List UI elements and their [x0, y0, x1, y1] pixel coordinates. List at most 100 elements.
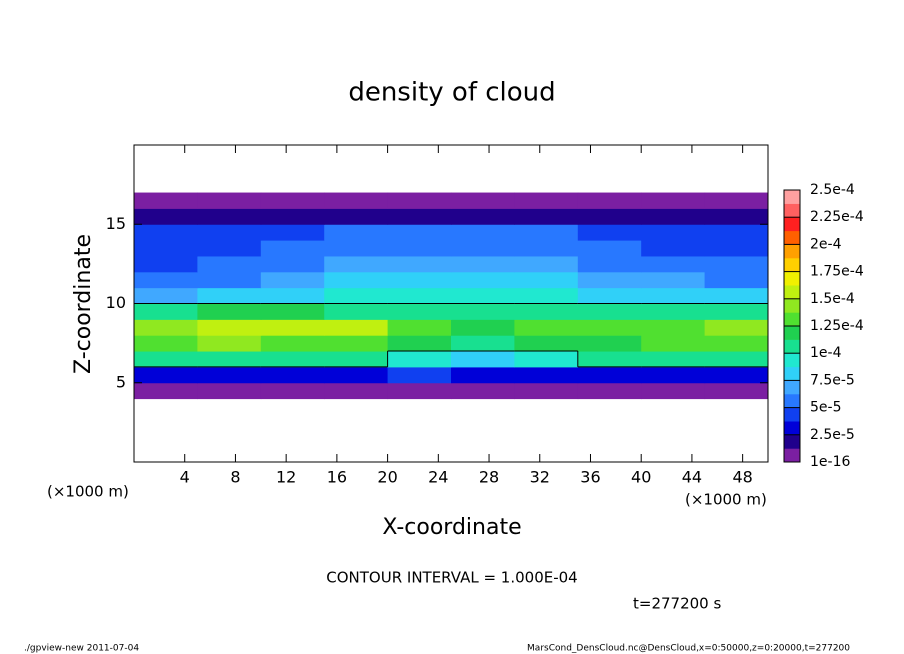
colorbar-segment	[784, 353, 800, 368]
heatmap-cell	[451, 303, 515, 320]
heatmap-cell	[134, 208, 198, 225]
heatmap-cell	[197, 271, 262, 289]
colorbar-segment	[784, 394, 800, 408]
x-unit-left: (×1000 m)	[47, 483, 129, 501]
heatmap-cell	[387, 287, 452, 304]
x-tick-label: 20	[377, 468, 397, 487]
colorbar-segment	[784, 285, 800, 300]
heatmap-cell	[324, 192, 389, 209]
heatmap-cell	[514, 192, 579, 209]
x-tick-label: 48	[732, 468, 752, 487]
colorbar-segment	[784, 258, 800, 272]
heatmap-cell	[514, 271, 579, 289]
heatmap-cell	[577, 224, 642, 241]
heatmap-cell	[577, 303, 642, 320]
heatmap-cell	[641, 382, 706, 400]
heatmap-cell	[704, 351, 769, 368]
heatmap-cell	[577, 351, 642, 368]
heatmap-cell	[387, 192, 452, 209]
colorbar-segment	[784, 448, 800, 463]
colorbar-tick-label: 1.25e-4	[810, 318, 864, 334]
heatmap-cell	[387, 351, 452, 368]
heatmap-cell	[641, 303, 706, 320]
colorbar-tick-label: 2.5e-4	[810, 182, 855, 198]
heatmap-cell	[260, 351, 325, 368]
colorbar-segment	[784, 421, 800, 436]
time-label: t=277200 s	[633, 595, 721, 613]
heatmap-cell	[387, 224, 452, 241]
heatmap-cell	[134, 382, 198, 400]
colorbar-segment	[784, 366, 800, 381]
x-tick-label: 12	[276, 468, 296, 487]
heatmap-cell	[134, 224, 198, 241]
colorbar-segment	[784, 217, 800, 232]
heatmap-cell	[704, 335, 769, 352]
heatmap-cell	[387, 255, 452, 273]
y-tick-label: 15	[106, 214, 126, 233]
heatmap-cell	[387, 303, 452, 320]
colorbar-segment	[784, 380, 800, 395]
heatmap-cell	[387, 382, 452, 400]
heatmap-cell	[641, 224, 706, 241]
colorbar-segment	[784, 312, 800, 327]
colorbar-segment	[784, 271, 800, 286]
heatmap-cell	[134, 319, 198, 336]
heatmap-cell	[197, 366, 262, 384]
heatmap-cell	[134, 240, 198, 257]
heatmap-cell	[641, 319, 706, 336]
heatmap-cell	[260, 271, 325, 289]
heatmap-cell	[324, 319, 389, 336]
heatmap-cell	[324, 335, 389, 352]
heatmap-cell	[324, 303, 389, 320]
heatmap-cell	[577, 335, 642, 352]
heatmap-cell	[197, 224, 262, 241]
colorbar-segment	[784, 244, 800, 259]
heatmap-cell	[387, 240, 452, 257]
heatmap-cell	[197, 382, 262, 400]
heatmap-cell	[197, 319, 262, 336]
x-tick-label: 40	[631, 468, 651, 487]
heatmap-cell	[134, 366, 198, 384]
y-axis-label: Z-coordinate	[71, 234, 96, 374]
heatmap-cell	[451, 192, 515, 209]
heatmap-cell	[451, 255, 515, 273]
heatmap-cell	[514, 303, 579, 320]
heatmap-cell	[134, 335, 198, 352]
heatmap-cell	[514, 366, 579, 384]
x-tick-label: 28	[479, 468, 499, 487]
contour-interval: CONTOUR INTERVAL = 1.000E-04	[326, 569, 577, 587]
y-tick-label: 5	[116, 372, 126, 391]
heatmap-cell	[197, 335, 262, 352]
heatmap-cell	[260, 382, 325, 400]
heatmap-cell	[704, 224, 769, 241]
heatmap-cell	[641, 240, 706, 257]
heatmap-cell	[451, 287, 515, 304]
heatmap-cell	[641, 192, 706, 209]
heatmap-cell	[324, 382, 389, 400]
heatmap-cell	[260, 303, 325, 320]
heatmap-cell	[324, 224, 389, 241]
heatmap-cell	[134, 271, 198, 289]
heatmap-cell	[577, 271, 642, 289]
heatmap-cell	[514, 255, 579, 273]
heatmap-cell	[704, 192, 769, 209]
x-unit-right: (×1000 m)	[685, 491, 767, 509]
x-tick-label: 16	[327, 468, 347, 487]
heatmap-cell	[134, 192, 198, 209]
heatmap-cell	[641, 271, 706, 289]
footer-left: ./gpview-new 2011-07-04	[24, 644, 139, 654]
heatmap-cell	[577, 319, 642, 336]
heatmap-cell	[577, 208, 642, 225]
heatmap-cell	[387, 208, 452, 225]
heatmap-cell	[324, 351, 389, 368]
colorbar-tick-label: 1.75e-4	[810, 264, 864, 280]
colorbar-segment	[784, 407, 800, 422]
heatmap-cell	[134, 255, 198, 273]
heatmap-cell	[197, 240, 262, 257]
heatmap-cell	[704, 319, 769, 336]
x-tick-label: 8	[230, 468, 240, 487]
heatmap-cell	[641, 335, 706, 352]
heatmap-cell	[387, 335, 452, 352]
heatmap-cell	[451, 224, 515, 241]
colorbar-tick-label: 5e-5	[810, 400, 841, 416]
